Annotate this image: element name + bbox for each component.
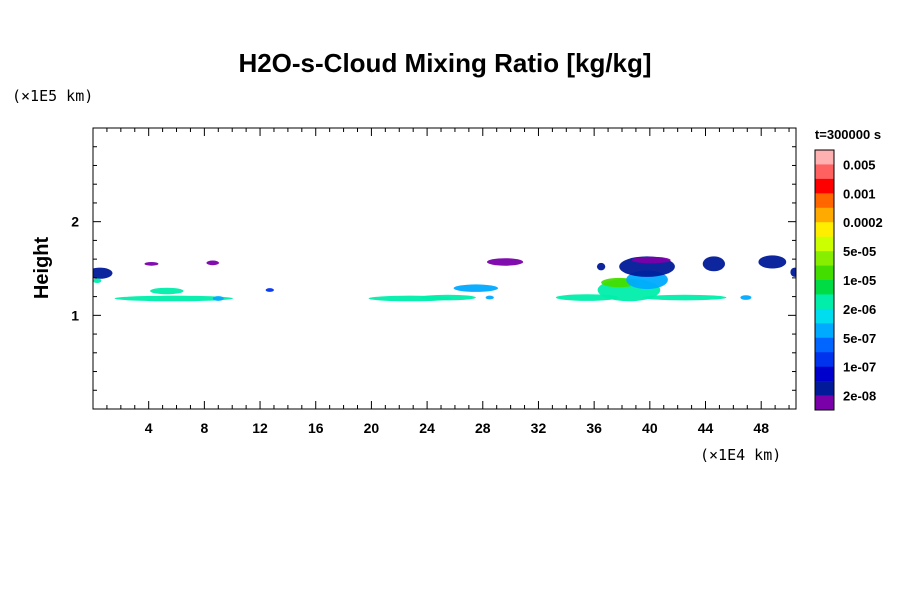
colorbar-swatch <box>815 381 834 396</box>
cloud-patch <box>93 278 102 284</box>
heatmap-field <box>93 255 796 302</box>
colorbar-swatch <box>815 337 834 353</box>
cloud-patch <box>596 262 606 271</box>
colorbar-swatch <box>815 236 834 252</box>
cloud-patch <box>206 260 219 266</box>
colorbar-swatch <box>815 395 834 411</box>
colorbar-label: 1e-05 <box>843 273 876 288</box>
colorbar-swatch <box>815 294 834 310</box>
colorbar-swatch <box>815 193 834 209</box>
x-tick-label: 32 <box>531 420 547 436</box>
y-tick-label: 1 <box>71 307 79 323</box>
y-tick-label: 2 <box>71 214 79 230</box>
colorbar-swatch <box>815 178 834 194</box>
colorbar-title: t=300000 s <box>815 127 881 142</box>
y-axis-label: Height <box>31 237 53 300</box>
x-tick-label: 8 <box>200 420 208 436</box>
cloud-patch <box>420 294 476 301</box>
colorbar-label: 5e-07 <box>843 331 876 346</box>
cloud-patch <box>93 267 113 279</box>
cloud-patch <box>631 256 671 264</box>
cloud-patch <box>212 296 224 301</box>
cloud-patch <box>144 261 159 266</box>
colorbar-label: 0.0002 <box>843 215 883 230</box>
cloud-patch <box>642 294 727 301</box>
cloud-patch <box>114 295 233 302</box>
colorbar-label: 2e-08 <box>843 389 876 404</box>
cloud-patch <box>265 288 274 292</box>
colorbar-label: 2e-06 <box>843 302 876 317</box>
colorbar-swatch <box>815 265 834 281</box>
colorbar-label: 0.005 <box>843 157 876 172</box>
cloud-patch <box>453 284 499 292</box>
colorbar-swatch <box>815 207 834 223</box>
colorbar-swatch <box>815 251 834 266</box>
colorbar-swatch <box>815 164 834 180</box>
x-tick-label: 16 <box>308 420 324 436</box>
x-tick-label: 20 <box>364 420 380 436</box>
cloud-patch <box>790 267 796 277</box>
colorbar-swatch <box>815 150 834 165</box>
colorbar-label: 0.001 <box>843 186 876 201</box>
x-tick-label: 48 <box>753 420 769 436</box>
colorbar-swatch <box>815 308 834 324</box>
x-tick-label: 36 <box>586 420 602 436</box>
colorbar-label: 1e-07 <box>843 360 876 375</box>
colorbar-swatch <box>815 323 834 339</box>
colorbar-frame <box>814 149 835 411</box>
plot-frame <box>92 127 797 410</box>
x-unit-label: (×1E4 km) <box>700 446 781 464</box>
x-tick-label: 4 <box>145 420 153 436</box>
cloud-patch <box>740 295 752 300</box>
colorbar-swatch <box>815 352 834 367</box>
cloud-patch <box>150 287 184 295</box>
x-tick-label: 40 <box>642 420 658 436</box>
chart-title: H2O-s-Cloud Mixing Ratio [kg/kg] <box>238 48 651 78</box>
colorbar-swatch <box>815 222 834 237</box>
cloud-patch <box>485 295 494 300</box>
colorbar: 0.005 0.001 0.0002 5e-05 1e-05 2e-06 5e-07 1e-0… <box>814 149 883 411</box>
colorbar-label: 5e-05 <box>843 244 876 259</box>
colorbar-swatch <box>815 366 834 382</box>
x-tick-label: 28 <box>475 420 491 436</box>
cloud-patch <box>702 256 726 272</box>
cloud-patch <box>758 255 787 269</box>
x-tick-label: 24 <box>419 420 435 436</box>
cloud-patch <box>486 258 524 266</box>
x-tick-label: 44 <box>698 420 714 436</box>
x-tick-label: 12 <box>252 420 268 436</box>
colorbar-swatch <box>815 280 834 295</box>
y-unit-label: (×1E5 km) <box>12 87 93 105</box>
